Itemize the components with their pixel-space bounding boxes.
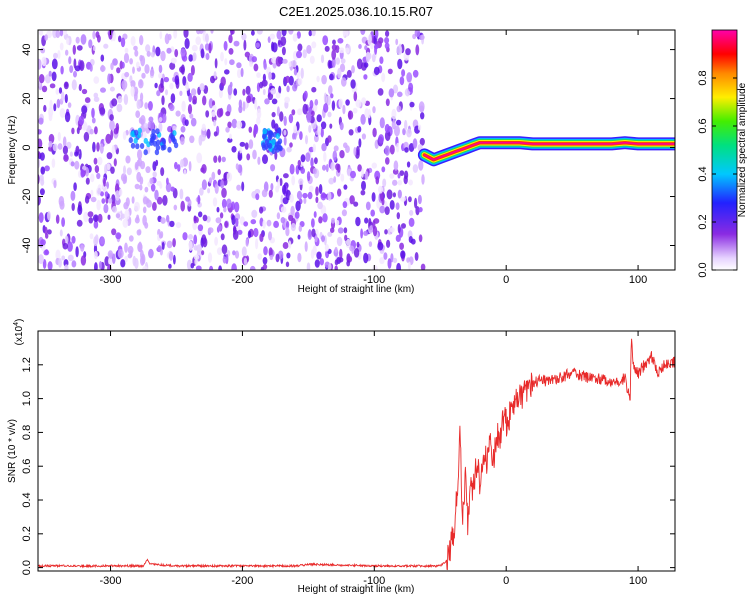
figure-title: C2E1.2025.036.10.15.R07 (279, 4, 433, 19)
y-tick-label: 0.0 (21, 560, 33, 575)
snr-series-group (38, 338, 675, 571)
colorbar: 0.0 0.2 0.4 0.6 0.8 Normalized spectral ampl… (697, 29, 748, 278)
spectrogram-noise-layer (38, 30, 426, 270)
x-tick-label: 100 (629, 274, 647, 286)
y-tick-label: 0.8 (21, 425, 33, 440)
colorbar-gradient (711, 29, 738, 271)
y-tick-label: 0.2 (21, 526, 33, 541)
colorbar-tick-label: 0.8 (697, 70, 709, 85)
y-tick-label: 1.2 (21, 357, 33, 372)
snr-y-axis-label: SNR (10 * v/v) (7, 419, 18, 483)
colorbar-tick-label: 0.4 (697, 166, 709, 181)
signal-band-5 (423, 141, 675, 161)
snr-scale-base: (x10 (14, 325, 25, 345)
snr-series-line (38, 338, 675, 571)
y-tick-label: 0.4 (21, 492, 33, 507)
x-tick-label: 100 (629, 575, 647, 587)
x-tick-label: -200 (231, 274, 253, 286)
x-tick-label: 0 (503, 274, 509, 286)
y-tick-label: 0.6 (21, 459, 33, 474)
y-tick-label: -40 (21, 238, 33, 254)
spectrogram-y-axis-label: Frequency (Hz) (7, 116, 18, 185)
colorbar-tick-label: 0.2 (697, 214, 709, 229)
x-tick-label: -100 (363, 274, 385, 286)
snr-x-axis-label: Height of straight line (km) (298, 584, 415, 595)
snr-ticks: -300 -200 -100 0 100 0.0 0.2 0.4 0.6 0.8 1.0 1.2 (21, 331, 675, 587)
x-tick-label: -200 (231, 575, 253, 587)
colorbar-tick-label: 0.0 (697, 262, 709, 277)
snr-background (38, 331, 675, 571)
x-tick-label: -300 (100, 274, 122, 286)
snr-scale-exponent: 4 (13, 322, 20, 326)
spectrogram-frame (37, 29, 676, 271)
snr-scale-label: (x104) (13, 319, 25, 346)
snr-frame (37, 330, 676, 572)
x-tick-label: 0 (503, 575, 509, 587)
y-tick-label: -20 (21, 189, 33, 205)
y-tick-label: 0 (21, 144, 33, 150)
snr-panel: -300 -200 -100 0 100 0.0 0.2 0.4 0.6 0.8 1.0 1.2 He… (7, 319, 676, 595)
x-tick-label: -300 (100, 575, 122, 587)
y-tick-label: 1.0 (21, 391, 33, 406)
colorbar-label: Normalized spectral amplitude (737, 82, 748, 217)
spectrogram-signal-layer (417, 136, 675, 167)
colorbar-tick-label: 0.6 (697, 118, 709, 133)
y-tick-label: 20 (21, 92, 33, 104)
x-tick-label: -100 (363, 575, 385, 587)
y-tick-label: 40 (21, 43, 33, 55)
spectrogram-x-axis-label: Height of straight line (km) (298, 284, 415, 295)
colorbar-ticks: 0.0 0.2 0.4 0.6 0.8 (697, 70, 737, 278)
